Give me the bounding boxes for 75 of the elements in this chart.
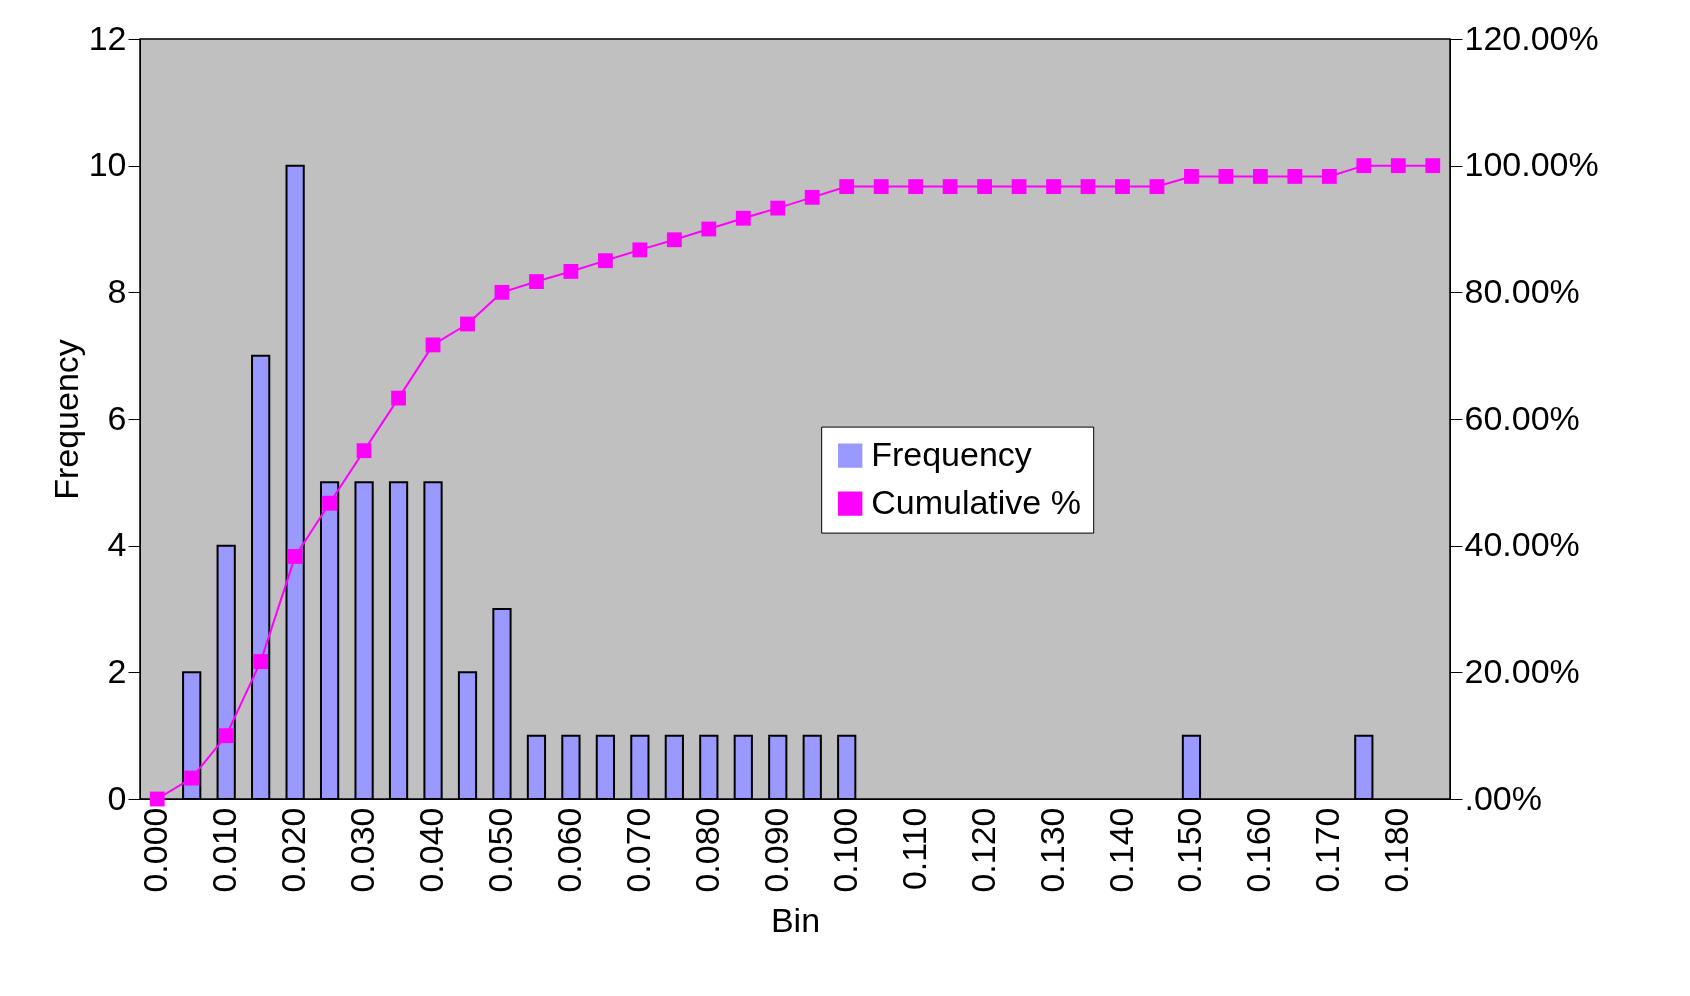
legend-label: Frequency [871,434,1032,473]
point [977,179,993,194]
x-tick-label: 0.140 [1101,807,1140,893]
y-tick-label: 8 [107,271,127,310]
y-tick-label: 0 [107,778,127,817]
x-tick-label: 0.040 [412,807,451,893]
point [184,770,200,786]
x-tick-label: 0.010 [205,807,244,893]
point [735,210,751,226]
x-tick-label: 0.090 [756,807,795,893]
point [1046,179,1061,194]
y-axis-title: Frequency [46,339,85,500]
x-tick-label: 0.070 [618,807,657,893]
point [1321,169,1337,184]
point [1356,158,1372,174]
point [460,316,475,332]
y2-tick-label: 40.00% [1464,525,1580,564]
point [1252,169,1268,184]
point [666,232,682,248]
x-tick-label: 0.180 [1377,807,1416,893]
point [597,253,613,269]
x-tick-label: 0.130 [1032,807,1071,893]
point [1218,169,1234,184]
point [873,179,889,194]
y2-tick-label: 100.00% [1464,145,1599,184]
point [322,495,338,511]
x-tick-label: 0.100 [825,807,864,893]
legend-label: Cumulative % [871,482,1081,521]
y2-tick-label: .00% [1464,778,1542,817]
x-tick-label: 0.150 [1170,807,1209,893]
point [391,390,406,406]
x-tick-label: 0.030 [343,807,382,893]
point [1287,169,1303,184]
x-tick-label: 0.160 [1239,807,1278,893]
x-tick-label: 0.060 [549,807,588,893]
point [1425,158,1441,174]
point [425,337,441,353]
point [908,179,924,194]
y2-tick-label: 120.00% [1464,18,1599,57]
y-tick-label: 2 [107,651,127,690]
point [563,264,579,279]
y-tick-label: 4 [107,525,127,564]
point [149,791,165,807]
point [839,179,855,194]
point [770,200,786,216]
y-tick-label: 6 [107,398,127,437]
point [356,443,372,459]
x-tick-label: 0.110 [894,807,933,891]
y-tick-label: 10 [88,145,127,184]
y2-tick-label: 80.00% [1464,271,1580,310]
point [218,728,234,744]
y-tick-label: 12 [88,18,127,57]
x-tick-label: 0.120 [963,807,1002,893]
point [1011,179,1027,194]
point [942,179,958,194]
point [1115,179,1130,194]
point [1184,169,1199,184]
point [804,189,820,205]
point [494,284,510,300]
point [1080,179,1096,194]
point [632,242,648,258]
x-tick-label: 0.020 [274,807,313,893]
x-axis-title: Bin [770,900,821,939]
point [1149,179,1165,194]
point [529,274,544,289]
point [701,221,717,237]
x-tick-label: 0.080 [687,807,726,893]
x-tick-label: 0.170 [1308,807,1347,893]
y2-tick-label: 60.00% [1464,398,1580,437]
point [1390,158,1406,174]
point [253,654,269,669]
y2-tick-label: 20.00% [1464,651,1580,690]
point [287,549,303,564]
x-tick-label: 0.050 [480,807,519,893]
x-tick-label: 0.000 [136,807,175,893]
